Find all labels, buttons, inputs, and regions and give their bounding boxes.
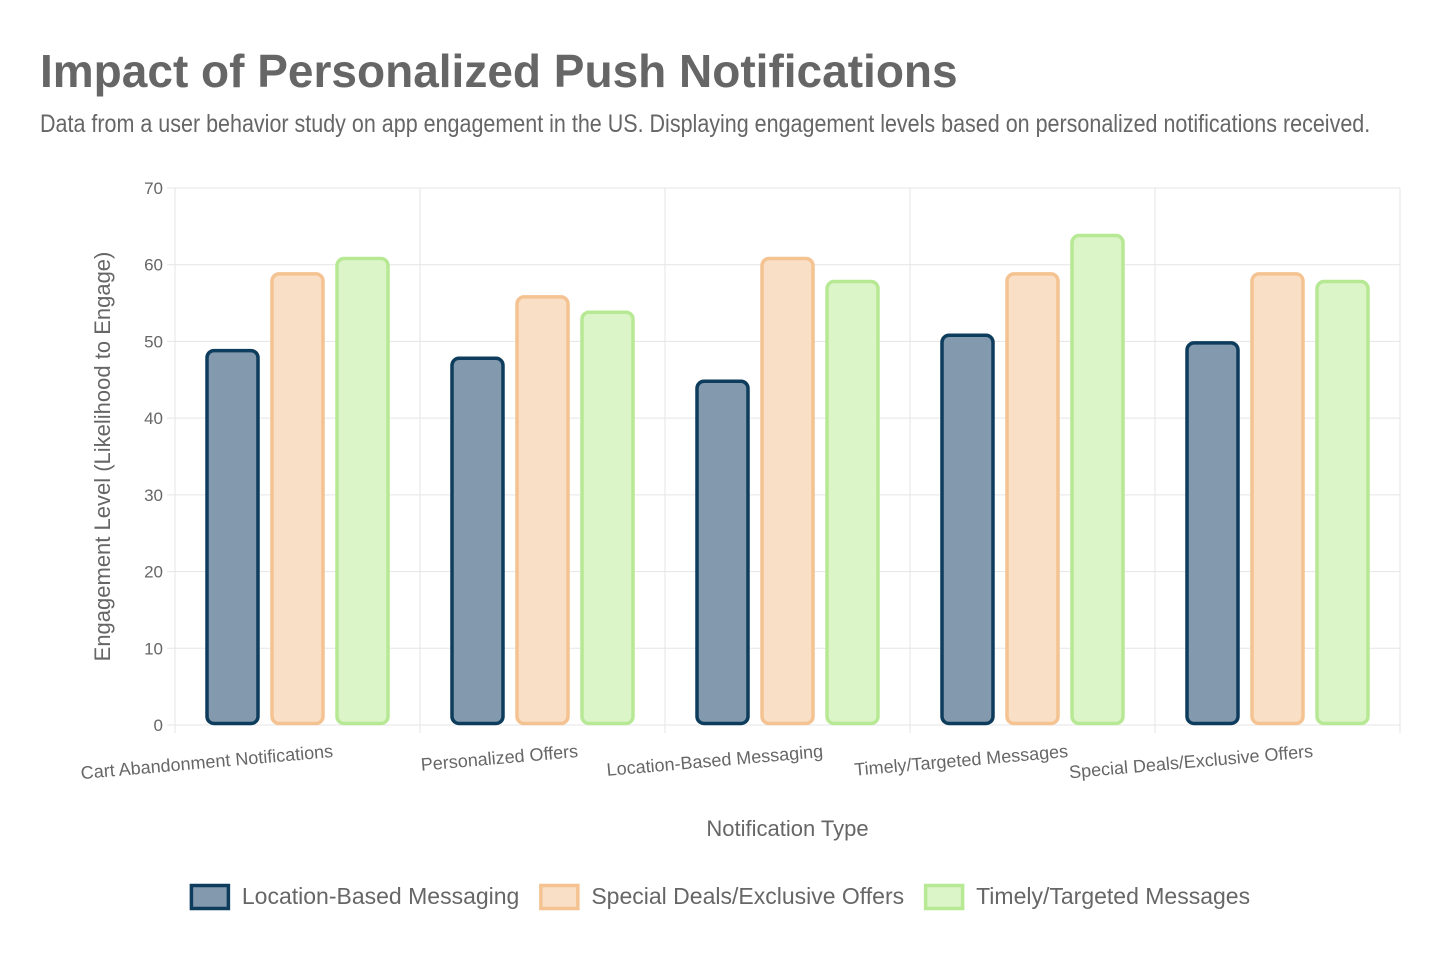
chart-title: Impact of Personalized Push Notification…	[40, 45, 958, 97]
legend-label: Location-Based Messaging	[242, 883, 519, 909]
legend-label: Timely/Targeted Messages	[976, 883, 1250, 909]
x-axis-title: Notification Type	[706, 816, 868, 841]
legend-swatch	[189, 883, 231, 911]
bar[interactable]	[1070, 233, 1125, 726]
legend-swatch	[923, 883, 965, 911]
legend-swatch	[539, 883, 580, 911]
y-tick-label: 70	[144, 179, 163, 198]
y-tick-label: 40	[144, 409, 163, 428]
bar[interactable]	[515, 295, 570, 726]
x-tick-label: Personalized Offers	[420, 741, 579, 775]
bar[interactable]	[205, 348, 260, 726]
bar[interactable]	[825, 279, 880, 726]
bar[interactable]	[760, 256, 815, 726]
x-tick-label: Location-Based Messaging	[606, 741, 824, 780]
x-tick-label: Cart Abandonment Notifications	[80, 741, 334, 783]
y-tick-label: 20	[144, 563, 163, 582]
y-tick-label: 10	[144, 639, 163, 658]
y-tick-label: 50	[144, 332, 163, 351]
legend-label: Special Deals/Exclusive Offers	[591, 883, 904, 909]
bar[interactable]	[940, 333, 995, 726]
bar[interactable]	[1185, 341, 1240, 726]
bar[interactable]	[695, 379, 750, 726]
bar[interactable]	[1250, 272, 1305, 726]
y-tick-label: 0	[154, 716, 163, 735]
y-tick-label: 60	[144, 256, 163, 275]
bar[interactable]	[335, 256, 390, 726]
x-tick-label: Special Deals/Exclusive Offers	[1068, 741, 1314, 782]
bar[interactable]	[270, 272, 325, 726]
x-tick-label: Timely/Targeted Messages	[853, 741, 1068, 780]
y-tick-label: 30	[144, 486, 163, 505]
y-axis-title: Engagement Level (Likelihood to Engage)	[90, 252, 115, 662]
chart-subtitle: Data from a user behavior study on app e…	[40, 110, 1371, 138]
bar[interactable]	[580, 310, 635, 726]
bar[interactable]	[1005, 272, 1060, 726]
bar[interactable]	[1315, 279, 1370, 726]
bar[interactable]	[450, 356, 505, 726]
